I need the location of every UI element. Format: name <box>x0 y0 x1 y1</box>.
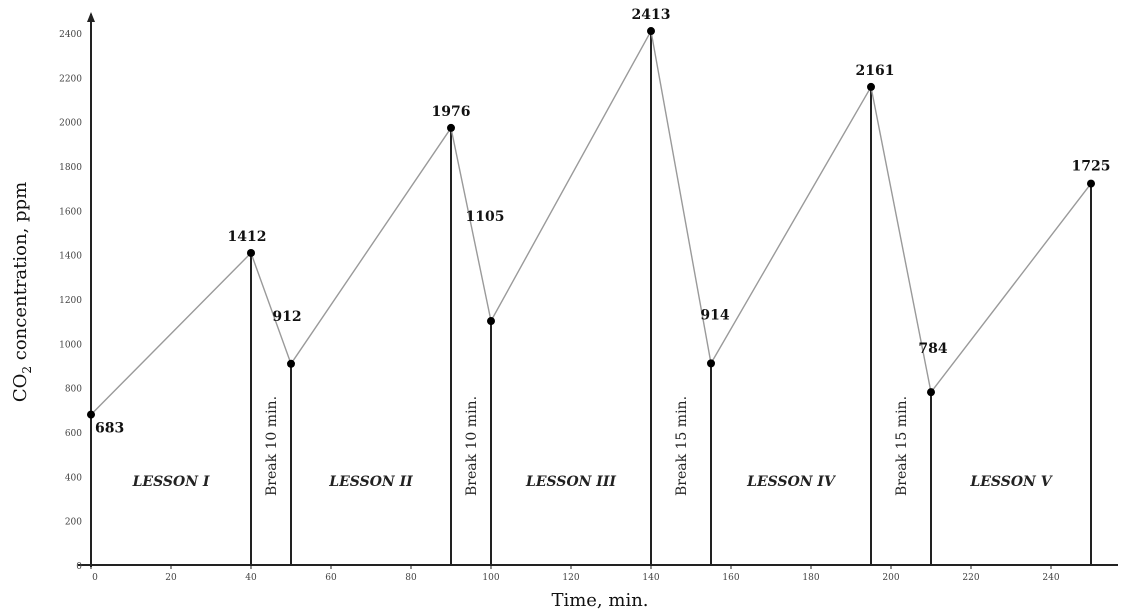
lesson-labels: LESSON I LESSON II LESSON III LESSON IV LESS… <box>132 474 1054 490</box>
value-label: 1412 <box>228 229 267 245</box>
data-point <box>647 27 655 36</box>
data-point <box>707 359 715 368</box>
x-tick-label: 220 <box>962 573 979 583</box>
y-tick-label: 800 <box>65 385 82 395</box>
value-labels: 683 1412 912 1976 1105 2413 914 2161 784 1725 <box>95 7 1110 437</box>
vertical-lines <box>250 31 1092 565</box>
data-point <box>87 410 95 419</box>
x-tick-label: 40 <box>245 573 257 583</box>
x-tick-label: 100 <box>482 573 499 583</box>
x-tick-label: 60 <box>325 573 337 583</box>
value-label: 784 <box>918 341 947 357</box>
value-label: 912 <box>272 309 301 325</box>
co2-series-line <box>90 28 1092 416</box>
break-label: Break 15 min. <box>894 396 910 496</box>
x-tick-label: 0 <box>92 573 98 583</box>
y-tick-labels: 0 200 400 600 800 1000 1200 1400 1600 1800 2000 220… <box>59 30 82 572</box>
y-tick-label: 1400 <box>59 252 82 262</box>
y-tick-label: 2200 <box>59 74 82 84</box>
y-tick-label: 1000 <box>59 340 82 350</box>
y-tick-label: 1200 <box>59 296 82 306</box>
value-label: 2161 <box>856 63 895 79</box>
value-label: 914 <box>700 307 729 323</box>
value-label: 2413 <box>632 7 671 23</box>
x-tick-label: 20 <box>165 573 177 583</box>
x-tick-label: 180 <box>802 573 819 583</box>
y-axis-title-rest: concentration, ppm <box>10 182 31 366</box>
y-axis-title-main: CO <box>10 374 31 403</box>
y-tick-label: 600 <box>65 429 82 439</box>
lesson-label: LESSON III <box>525 474 616 490</box>
data-point <box>927 388 935 397</box>
x-tick-label: 120 <box>562 573 579 583</box>
lesson-label: LESSON V <box>969 474 1053 490</box>
break-label: Break 10 min. <box>464 396 480 496</box>
x-tick-label: 80 <box>405 573 417 583</box>
co2-series <box>90 28 1092 416</box>
y-tick-label: 200 <box>65 518 82 528</box>
x-axis-title: Time, min. <box>551 590 648 611</box>
data-point <box>487 317 495 326</box>
y-tick-label: 0 <box>76 562 82 572</box>
y-axis-arrow-icon <box>87 12 95 22</box>
x-tick-labels: 0 20 40 60 80 100 120 140 160 180 200 220 240 <box>90 565 1060 583</box>
value-label: 1725 <box>1072 159 1111 175</box>
data-points <box>87 27 1095 419</box>
data-point <box>447 123 455 132</box>
y-tick-label: 400 <box>65 473 82 483</box>
y-tick-label: 1800 <box>59 163 82 173</box>
data-point <box>287 359 295 368</box>
x-tick-label: 240 <box>1042 573 1059 583</box>
lesson-label: LESSON IV <box>746 474 837 490</box>
lesson-label: LESSON I <box>132 474 210 490</box>
value-label: 1976 <box>432 104 471 120</box>
y-tick-label: 2000 <box>59 119 82 129</box>
value-label: 1105 <box>466 209 505 225</box>
y-tick-label: 2400 <box>59 30 82 40</box>
lesson-label: LESSON II <box>328 474 413 490</box>
value-label: 683 <box>95 421 124 437</box>
data-point <box>247 248 255 257</box>
y-axis-title: CO2 concentration, ppm <box>10 182 34 402</box>
y-axis-title-subscript: 2 <box>20 366 34 374</box>
break-labels: Break 10 min. Break 10 min. Break 15 min. B… <box>264 396 910 496</box>
x-tick-label: 140 <box>642 573 659 583</box>
data-point <box>867 82 875 91</box>
x-tick-label: 200 <box>882 573 899 583</box>
break-label: Break 15 min. <box>674 396 690 496</box>
y-tick-label: 1600 <box>59 207 82 217</box>
data-point <box>1087 179 1095 188</box>
x-tick-label: 160 <box>722 573 739 583</box>
break-label: Break 10 min. <box>264 396 280 496</box>
